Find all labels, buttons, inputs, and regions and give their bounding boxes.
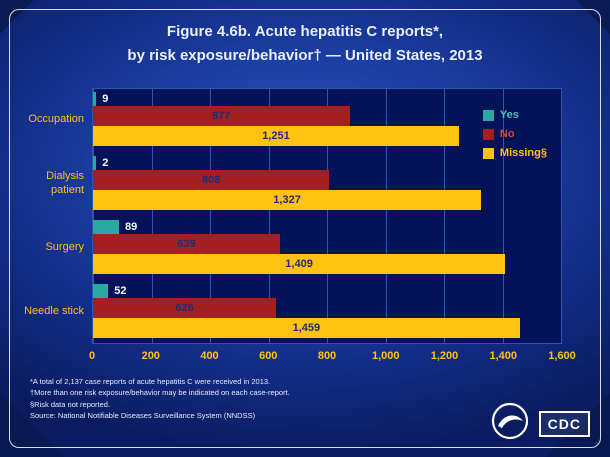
chart-title-line2: by risk exposure/behavior† — United Stat…	[127, 47, 483, 64]
legend-label-yes: Yes	[499, 109, 519, 121]
bar-value-label: 1,251	[262, 130, 290, 142]
bar-missing-surgery: 1,409	[93, 254, 506, 274]
bar-no-dialysis-patient: 808	[93, 170, 330, 190]
x-tick-label: 1,600	[548, 350, 576, 362]
legend-label-no: No	[499, 128, 515, 140]
plot-area: Yes No Missing§ 9 877 1,251 2 808 1,327 89 639 1,4…	[92, 88, 562, 344]
gridline	[385, 89, 387, 343]
cdc-logo: CDC	[538, 410, 590, 437]
logos: CDC	[491, 402, 590, 445]
bar-value-label: 9	[102, 93, 109, 105]
legend-swatch-missing	[482, 147, 494, 159]
bar-value-label: 2	[102, 157, 109, 169]
bar-yes-occupation	[93, 92, 96, 106]
bar-yes-surgery	[93, 220, 120, 234]
gridline	[93, 89, 94, 343]
legend-swatch-no	[482, 128, 494, 140]
footnote-dagger: †More than one risk exposure/behavior ma…	[30, 388, 290, 398]
category-label: Surgery	[45, 241, 84, 254]
legend-item-missing: Missing§	[482, 147, 547, 159]
plot-column: Yes No Missing§ 9 877 1,251 2 808 1,327 89 639 1,4…	[88, 88, 576, 366]
legend-swatch-yes	[482, 109, 494, 121]
bar-group-occupation: 9 877 1,251	[93, 89, 561, 153]
bar-value-label: 1,327	[273, 194, 301, 206]
gridline	[502, 89, 504, 343]
legend-label-missing: Missing§	[499, 147, 547, 159]
bar-value-label: 877	[212, 110, 231, 122]
x-tick-label: 600	[259, 350, 278, 362]
bar-value-label: 1,409	[285, 258, 313, 270]
x-tick-label: 0	[88, 350, 96, 362]
bar-value-label: 808	[201, 174, 221, 186]
bar-yes-dialysis-patient	[93, 156, 96, 170]
x-tick-label: 400	[200, 350, 219, 362]
bar-missing-dialysis-patient: 1,327	[93, 190, 482, 210]
x-tick-label: 1,000	[371, 350, 400, 362]
chart-title-line1: Figure 4.6b. Acute hepatitis C reports*,	[166, 23, 444, 40]
bar-value-label: 52	[114, 285, 127, 297]
bar-value-label: 1,459	[292, 322, 321, 334]
bar-chart: Occupation Dialysis patient Surgery Needle …	[18, 88, 576, 366]
category-label: Occupation	[28, 113, 84, 126]
hhs-logo-icon	[491, 402, 529, 445]
x-tick-label: 200	[141, 350, 160, 362]
legend-item-yes: Yes	[482, 109, 547, 121]
bar-no-surgery: 639	[93, 234, 280, 254]
gridline	[210, 89, 211, 343]
bar-value-label: 89	[125, 221, 138, 233]
gridline	[444, 89, 445, 343]
x-tick-label: 800	[317, 350, 337, 362]
bar-yes-needle-stick	[93, 284, 109, 298]
footnote-missing: §Risk data not reported.	[30, 399, 111, 409]
bar-no-needle-stick: 626	[93, 298, 277, 318]
footnotes: *A total of 2,137 case reports of acute …	[30, 376, 290, 421]
category-label: Needle stick	[24, 305, 84, 318]
bar-no-occupation: 877	[93, 106, 350, 126]
gridline	[268, 89, 270, 343]
bar-group-surgery: 89 639 1,409	[93, 217, 561, 281]
bar-missing-needle-stick: 1,459	[93, 318, 520, 338]
bar-missing-occupation: 1,251	[93, 126, 459, 146]
chart-title: Figure 4.6b. Acute hepatitis C reports*,…	[30, 20, 580, 68]
category-column: Occupation Dialysis patient Surgery Needle …	[18, 88, 92, 366]
gridline	[151, 89, 153, 343]
legend-item-no: No	[482, 128, 547, 140]
footnote-total: *A total of 2,137 case reports of acute …	[30, 377, 271, 386]
x-tick-label: 1,400	[489, 350, 518, 362]
bar-group-dialysis-patient: 2 808 1,327	[93, 153, 561, 217]
x-axis: 0 200 400 600 800 1,000 1,200 1,400 1,600	[88, 350, 576, 366]
footnote-source: Source: National Notifiable Diseases Sur…	[30, 410, 256, 420]
x-tick-label: 1,200	[430, 350, 459, 362]
bar-value-label: 639	[177, 238, 196, 250]
gridline	[327, 89, 328, 343]
bar-group-needle-stick: 52 626 1,459	[93, 281, 561, 345]
legend: Yes No Missing§	[482, 109, 547, 159]
gridline	[561, 89, 562, 343]
category-label: Dialysis patient	[46, 170, 84, 196]
bar-value-label: 626	[175, 302, 194, 314]
